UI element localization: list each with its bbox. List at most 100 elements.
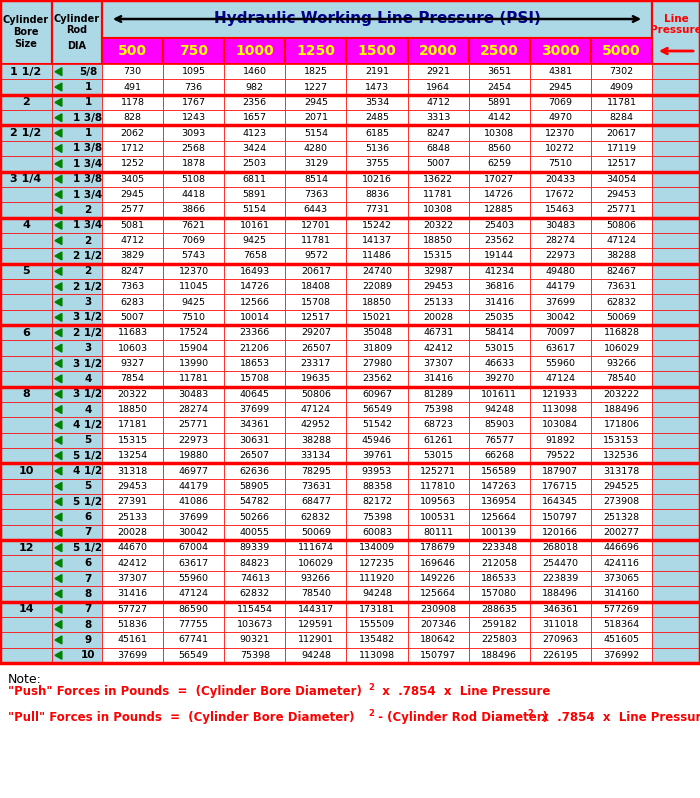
Text: 42412: 42412 bbox=[423, 344, 453, 353]
Text: x  .7854  x  Line Pressure: x .7854 x Line Pressure bbox=[533, 711, 700, 724]
Text: 125664: 125664 bbox=[481, 512, 517, 522]
Bar bbox=[407, 509, 469, 525]
Text: 4381: 4381 bbox=[548, 67, 573, 76]
Bar bbox=[469, 386, 530, 402]
Bar bbox=[652, 525, 700, 540]
Text: 55960: 55960 bbox=[178, 574, 209, 583]
Bar bbox=[652, 555, 700, 571]
Text: 2 1/2: 2 1/2 bbox=[10, 128, 41, 138]
Bar bbox=[591, 172, 652, 187]
Bar bbox=[286, 540, 346, 555]
Bar bbox=[407, 617, 469, 632]
Text: 1878: 1878 bbox=[182, 160, 206, 168]
Bar bbox=[407, 325, 469, 341]
Bar bbox=[163, 571, 224, 587]
Bar bbox=[346, 218, 407, 233]
Text: 30483: 30483 bbox=[178, 389, 209, 399]
Text: 21206: 21206 bbox=[240, 344, 270, 353]
Bar bbox=[652, 448, 700, 464]
Bar bbox=[652, 540, 700, 555]
Polygon shape bbox=[55, 437, 62, 444]
Text: 223839: 223839 bbox=[542, 574, 578, 583]
Text: 1964: 1964 bbox=[426, 82, 450, 92]
Text: 6811: 6811 bbox=[243, 175, 267, 184]
Text: 41086: 41086 bbox=[178, 497, 209, 506]
Text: 750: 750 bbox=[179, 44, 208, 58]
Bar bbox=[346, 386, 407, 402]
Text: 2500: 2500 bbox=[480, 44, 519, 58]
Text: 37699: 37699 bbox=[178, 512, 209, 522]
Bar bbox=[102, 417, 163, 433]
Bar bbox=[407, 310, 469, 325]
Bar bbox=[469, 140, 530, 156]
Bar bbox=[591, 38, 652, 64]
Bar bbox=[530, 417, 591, 433]
Bar bbox=[591, 571, 652, 587]
Text: 2000: 2000 bbox=[419, 44, 457, 58]
Bar bbox=[286, 571, 346, 587]
Bar bbox=[346, 125, 407, 140]
Bar bbox=[224, 417, 286, 433]
Bar bbox=[346, 325, 407, 341]
Bar bbox=[163, 325, 224, 341]
Text: 51542: 51542 bbox=[362, 421, 392, 429]
Bar bbox=[469, 555, 530, 571]
Text: 268018: 268018 bbox=[542, 543, 578, 552]
Bar bbox=[591, 64, 652, 79]
Text: 18850: 18850 bbox=[118, 405, 148, 414]
Bar bbox=[591, 587, 652, 602]
Bar bbox=[224, 540, 286, 555]
Text: 7: 7 bbox=[84, 574, 92, 583]
Text: 12517: 12517 bbox=[606, 160, 636, 168]
Bar bbox=[224, 38, 286, 64]
Text: 171806: 171806 bbox=[603, 421, 639, 429]
Text: 2945: 2945 bbox=[304, 98, 328, 107]
Text: 50806: 50806 bbox=[606, 221, 636, 230]
Text: 149226: 149226 bbox=[420, 574, 456, 583]
Text: 8: 8 bbox=[85, 589, 92, 598]
Text: 7363: 7363 bbox=[304, 190, 328, 199]
Text: 8: 8 bbox=[22, 389, 30, 399]
Text: 34361: 34361 bbox=[239, 421, 270, 429]
Text: Note:: Note: bbox=[8, 673, 42, 686]
Bar bbox=[102, 632, 163, 648]
Text: 7731: 7731 bbox=[365, 205, 389, 215]
Text: 46977: 46977 bbox=[178, 467, 209, 476]
Text: 3313: 3313 bbox=[426, 113, 450, 122]
Text: 11486: 11486 bbox=[362, 251, 392, 260]
Text: 115454: 115454 bbox=[237, 605, 273, 614]
Text: 251328: 251328 bbox=[603, 512, 640, 522]
Bar bbox=[286, 371, 346, 386]
Text: 35048: 35048 bbox=[362, 328, 392, 338]
Text: 2: 2 bbox=[85, 205, 92, 215]
Bar bbox=[224, 571, 286, 587]
Polygon shape bbox=[55, 344, 62, 352]
Bar bbox=[224, 648, 286, 663]
Bar bbox=[652, 79, 700, 95]
Bar bbox=[52, 218, 102, 233]
Bar bbox=[286, 341, 346, 356]
Bar bbox=[530, 464, 591, 479]
Text: 31416: 31416 bbox=[118, 590, 148, 598]
Polygon shape bbox=[55, 191, 62, 199]
Bar bbox=[469, 279, 530, 294]
Bar bbox=[102, 187, 163, 202]
Bar bbox=[407, 125, 469, 140]
Text: 4909: 4909 bbox=[610, 82, 634, 92]
Bar bbox=[346, 140, 407, 156]
Text: 203222: 203222 bbox=[603, 389, 640, 399]
Text: 40055: 40055 bbox=[240, 528, 270, 537]
Bar bbox=[163, 79, 224, 95]
Bar bbox=[0, 325, 52, 341]
Text: 29453: 29453 bbox=[606, 190, 636, 199]
Bar bbox=[52, 356, 102, 371]
Bar bbox=[163, 95, 224, 110]
Bar bbox=[286, 464, 346, 479]
Text: 311018: 311018 bbox=[542, 620, 578, 629]
Text: 5154: 5154 bbox=[304, 128, 328, 137]
Bar bbox=[286, 38, 346, 64]
Text: 58414: 58414 bbox=[484, 328, 514, 338]
Bar bbox=[407, 494, 469, 509]
Bar bbox=[52, 587, 102, 602]
Text: 77755: 77755 bbox=[178, 620, 209, 629]
